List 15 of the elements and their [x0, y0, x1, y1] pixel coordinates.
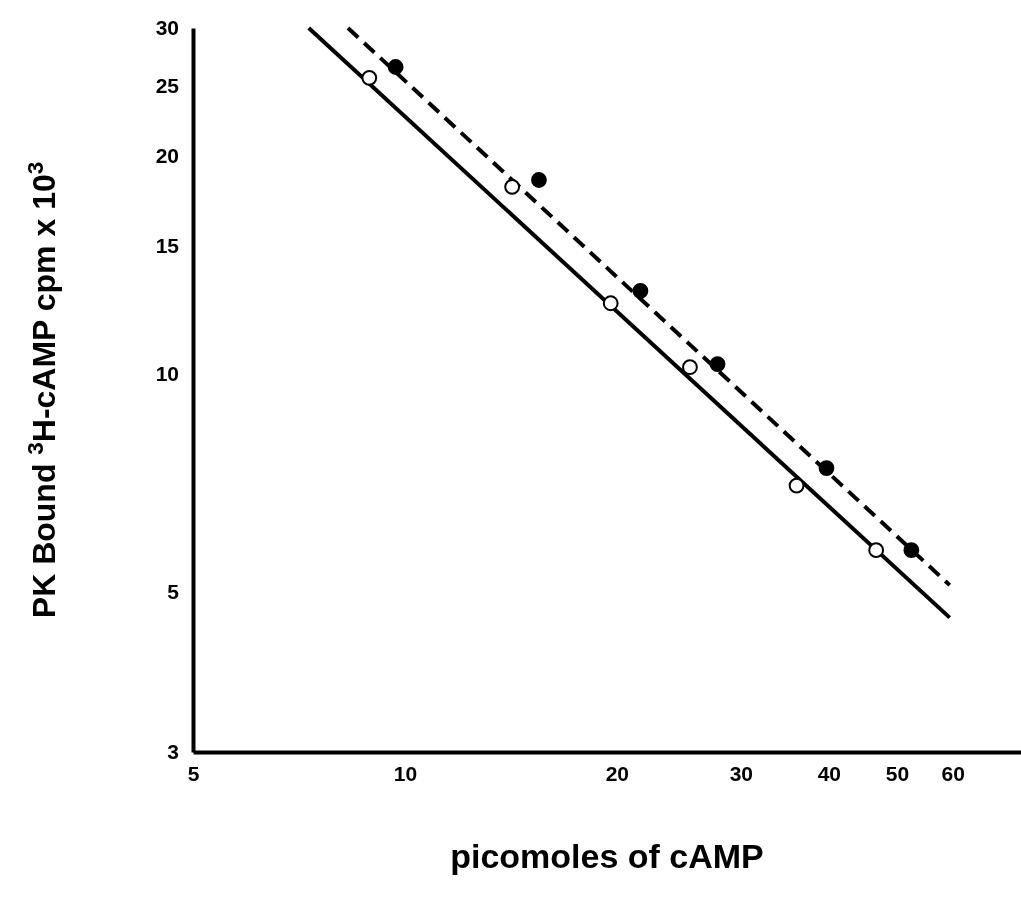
y-tick-label: 20: [155, 143, 179, 167]
x-tick-label: 5: [187, 761, 200, 785]
y-tick-label: 15: [155, 234, 180, 258]
x-tick-label: 60: [941, 761, 965, 785]
y-tick-label: 5: [167, 579, 180, 603]
x-tick-label: 10: [393, 761, 418, 785]
y-tick-label: 25: [155, 73, 180, 97]
x-axis-title: picomoles of cAMP: [450, 837, 764, 875]
x-tick-label: 50: [885, 761, 910, 785]
x-tick-label: 30: [729, 761, 754, 785]
y-tick-label: 30: [155, 16, 179, 40]
y-tick-label: 10: [155, 361, 179, 385]
x-tick-label: 40: [817, 761, 841, 785]
x-tick-label: 20: [605, 761, 630, 785]
y-tick-label: 3: [167, 740, 179, 764]
